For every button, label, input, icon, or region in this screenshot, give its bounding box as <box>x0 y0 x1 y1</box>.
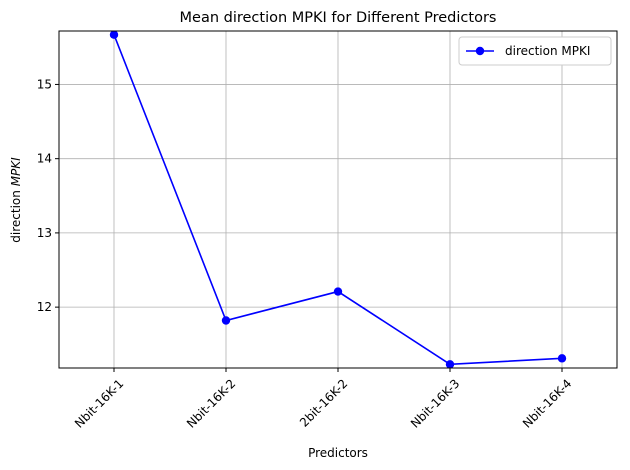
data-point <box>333 287 343 296</box>
x-axis-label: Predictors <box>308 446 368 460</box>
legend-entry-label: direction MPKI <box>505 44 590 58</box>
y-axis-ticks: 12 13 14 15 <box>37 77 59 314</box>
y-axis-label-unit: MPKI <box>9 157 23 186</box>
y-tick-label: 15 <box>37 77 52 91</box>
data-point <box>109 30 119 39</box>
legend-box <box>458 36 612 66</box>
y-axis-label: direction MPKI <box>9 157 23 243</box>
y-tick-label: 12 <box>37 300 52 314</box>
legend: direction MPKI <box>458 36 612 66</box>
chart-title: Mean direction MPKI for Different Predic… <box>180 10 497 26</box>
data-point <box>557 354 567 363</box>
series-layer <box>109 30 567 369</box>
data-point <box>221 316 231 325</box>
legend-marker <box>475 46 485 56</box>
grid <box>59 31 617 368</box>
y-axis-label-text: direction <box>9 186 23 242</box>
data-point <box>445 360 455 369</box>
plot-frame <box>58 30 618 369</box>
y-tick-label: 14 <box>37 152 52 166</box>
y-tick-label: 13 <box>37 226 52 240</box>
